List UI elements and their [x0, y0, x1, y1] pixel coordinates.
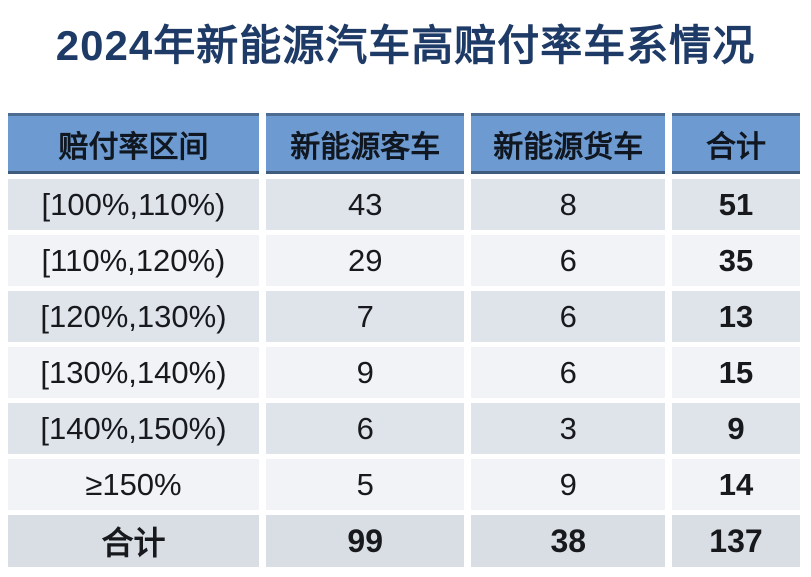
claims-table: 赔付率区间 新能源客车 新能源货车 合计 [100%,110%) 43 8 51…	[8, 113, 800, 567]
header-cell-payout-range: 赔付率区间	[8, 113, 259, 174]
cell-ev-bus-count: 29	[265, 235, 465, 286]
cell-payout-range: [110%,120%)	[8, 235, 259, 286]
page-title: 2024年新能源汽车高赔付率车系情况	[55, 22, 756, 69]
header-cell-ev-truck: 新能源货车	[471, 113, 665, 174]
footer-ev-truck-total: 38	[471, 515, 665, 567]
cell-ev-bus-count: 43	[265, 179, 465, 230]
cell-payout-range: [100%,110%)	[8, 179, 259, 230]
cell-ev-bus-count: 5	[265, 459, 465, 510]
cell-ev-truck-count: 3	[471, 403, 665, 454]
cell-ev-bus-count: 9	[265, 347, 465, 398]
cell-row-total: 15	[672, 347, 800, 398]
footer-ev-bus-total: 99	[265, 515, 465, 567]
cell-row-total: 14	[672, 459, 800, 510]
cell-ev-truck-count: 6	[471, 291, 665, 342]
cell-payout-range: [120%,130%)	[8, 291, 259, 342]
cell-ev-truck-count: 6	[471, 347, 665, 398]
cell-ev-truck-count: 6	[471, 235, 665, 286]
cell-row-total: 13	[672, 291, 800, 342]
cell-ev-bus-count: 7	[265, 291, 465, 342]
cell-ev-bus-count: 6	[265, 403, 465, 454]
cell-row-total: 35	[672, 235, 800, 286]
cell-payout-range: ≥150%	[8, 459, 259, 510]
cell-ev-truck-count: 8	[471, 179, 665, 230]
cell-payout-range: [140%,150%)	[8, 403, 259, 454]
header-cell-ev-bus: 新能源客车	[265, 113, 465, 174]
footer-label: 合计	[8, 515, 259, 567]
cell-payout-range: [130%,140%)	[8, 347, 259, 398]
cell-row-total: 51	[672, 179, 800, 230]
cell-ev-truck-count: 9	[471, 459, 665, 510]
cell-row-total: 9	[672, 403, 800, 454]
header-cell-total: 合计	[672, 113, 800, 174]
footer-grand-total: 137	[672, 515, 800, 567]
